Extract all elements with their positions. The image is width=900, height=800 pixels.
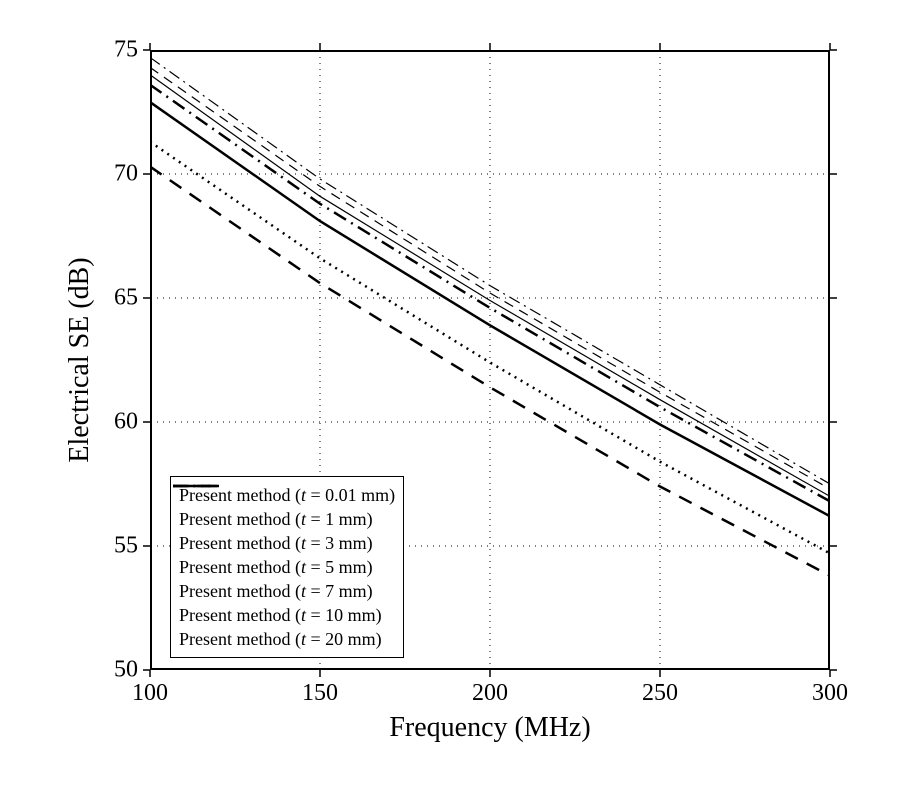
legend: Present method (t = 0.01 mm)Present meth…: [170, 476, 404, 658]
y-tick-label: 70: [114, 161, 138, 188]
legend-label: Present method (t = 10 mm): [179, 605, 382, 626]
legend-swatch: [171, 477, 221, 495]
y-tick-label: 50: [114, 657, 138, 684]
y-tick-label: 75: [114, 37, 138, 64]
x-axis-label: Frequency (MHz): [340, 712, 640, 744]
legend-row: Present method (t = 3 mm): [179, 531, 395, 555]
x-tick-label: 250: [642, 680, 678, 707]
series-line-6: [150, 57, 830, 484]
legend-row: Present method (t = 20 mm): [179, 627, 395, 651]
y-tick-label: 65: [114, 285, 138, 312]
legend-label: Present method (t = 20 mm): [179, 629, 382, 650]
chart-svg: [40, 30, 860, 770]
chart-figure: 100 150 200 250 300 50 55 60 65 70 75 Frequency (M…: [40, 30, 860, 770]
y-tick-label: 60: [114, 409, 138, 436]
y-tick-label: 55: [114, 533, 138, 560]
legend-label: Present method (t = 5 mm): [179, 557, 373, 578]
legend-row: Present method (t = 1 mm): [179, 507, 395, 531]
legend-label: Present method (t = 7 mm): [179, 581, 373, 602]
y-axis-label: Electrical SE (dB): [64, 210, 96, 510]
legend-label: Present method (t = 3 mm): [179, 533, 373, 554]
x-tick-label: 300: [812, 680, 848, 707]
legend-row: Present method (t = 5 mm): [179, 555, 395, 579]
x-tick-label: 150: [302, 680, 338, 707]
x-tick-label: 100: [132, 680, 168, 707]
legend-row: Present method (t = 7 mm): [179, 579, 395, 603]
x-tick-label: 200: [472, 680, 508, 707]
legend-label: Present method (t = 1 mm): [179, 509, 373, 530]
legend-row: Present method (t = 10 mm): [179, 603, 395, 627]
